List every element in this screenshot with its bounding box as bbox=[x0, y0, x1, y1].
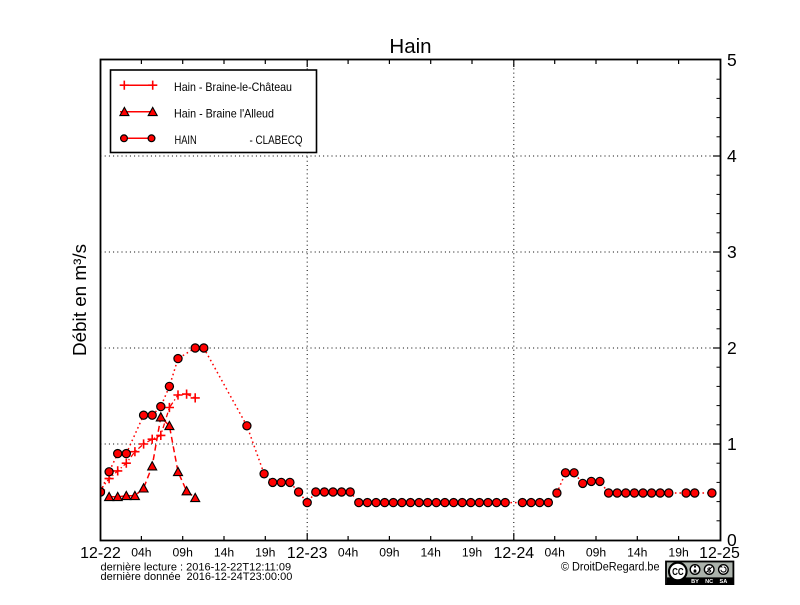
svg-text:5: 5 bbox=[727, 50, 737, 70]
svg-text:12-24: 12-24 bbox=[494, 545, 535, 562]
svg-text:Hain - Braine-le-Château: Hain - Braine-le-Château bbox=[174, 80, 292, 94]
svg-text:3: 3 bbox=[727, 242, 737, 262]
svg-text:2016-12-24T23:00:00: 2016-12-24T23:00:00 bbox=[187, 571, 293, 583]
svg-text:HAIN: HAIN bbox=[175, 133, 197, 147]
svg-text:04h: 04h bbox=[338, 546, 358, 560]
svg-text:14h: 14h bbox=[627, 546, 647, 560]
svg-text:CC: CC bbox=[672, 567, 684, 578]
svg-text:12-25: 12-25 bbox=[699, 545, 740, 562]
svg-text:14h: 14h bbox=[421, 546, 441, 560]
svg-text:14h: 14h bbox=[214, 546, 234, 560]
svg-text:© DroitDeRegard.be: © DroitDeRegard.be bbox=[561, 562, 660, 574]
svg-text:Hain: Hain bbox=[389, 35, 431, 58]
svg-text:19h: 19h bbox=[255, 546, 275, 560]
svg-text:09h: 09h bbox=[379, 546, 399, 560]
svg-text:09h: 09h bbox=[173, 546, 193, 560]
svg-text:$: $ bbox=[707, 565, 712, 574]
svg-text:12-22: 12-22 bbox=[80, 545, 121, 562]
svg-text:BY: BY bbox=[691, 579, 699, 585]
svg-text:04h: 04h bbox=[545, 546, 565, 560]
svg-text:4: 4 bbox=[727, 146, 737, 166]
svg-text:04h: 04h bbox=[131, 546, 151, 560]
svg-text:0: 0 bbox=[727, 530, 737, 550]
svg-text:19h: 19h bbox=[462, 546, 482, 560]
svg-text:- CLABECQ: - CLABECQ bbox=[250, 133, 303, 147]
svg-text:dernière donnée: dernière donnée bbox=[101, 571, 181, 583]
svg-text:2: 2 bbox=[727, 338, 737, 358]
svg-text:Hain - Braine l'Alleud: Hain - Braine l'Alleud bbox=[174, 106, 274, 120]
svg-text:NC: NC bbox=[705, 579, 713, 585]
svg-text:1: 1 bbox=[727, 434, 737, 454]
svg-text:19h: 19h bbox=[668, 546, 688, 560]
svg-text:dernière lecture : 2016-12-22T: dernière lecture : 2016-12-22T12:11:09 bbox=[101, 562, 292, 574]
svg-text:09h: 09h bbox=[586, 546, 606, 560]
svg-text:Débit en m³/s: Débit en m³/s bbox=[70, 244, 90, 356]
svg-text:12-23: 12-23 bbox=[287, 545, 328, 562]
svg-text:SA: SA bbox=[720, 579, 728, 585]
